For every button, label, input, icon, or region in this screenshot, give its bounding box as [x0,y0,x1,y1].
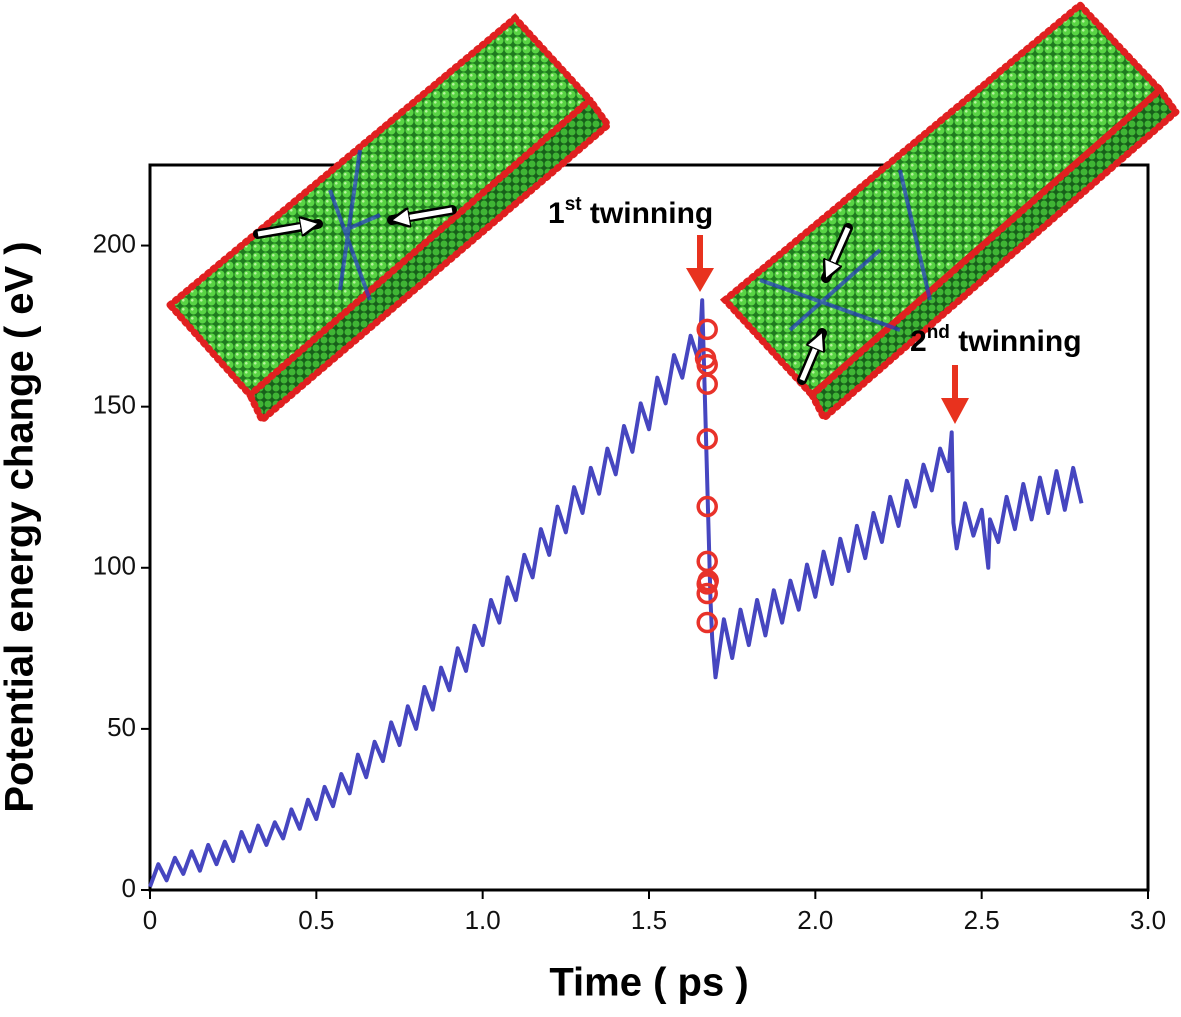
annotation-text: 1 [548,197,565,230]
x-axis-label: Time ( ps ) [549,961,748,1005]
pointer-arrow-head [941,398,969,424]
y-axis-label: Potential energy change ( eV ) [0,241,42,812]
y-tick-label: 150 [93,390,136,420]
annotation-text: 2 [910,325,927,358]
annotation: 2nd twinning [910,322,1082,358]
arrow [799,340,819,381]
data-marker [696,318,718,341]
twin-boundary [328,149,381,301]
x-tick-label: 0.5 [298,905,334,935]
y-tick-label: 200 [93,228,136,258]
y-tick-label: 50 [107,712,136,742]
data-marker [696,373,718,395]
y-tick-label: 0 [122,873,136,903]
x-tick-label: 2.0 [797,905,833,935]
crystal-side [807,84,1181,424]
data-marker [696,573,718,595]
y-tick-label: 100 [93,551,136,581]
inset-left [164,13,613,426]
x-tick-label: 1.5 [631,905,667,935]
inset-right [719,0,1181,424]
data-marker [696,428,718,450]
data-marker [696,582,718,605]
annotation: 1st twinning [548,194,713,230]
pointer-arrow-head [686,268,714,292]
x-tick-label: 0 [143,905,157,935]
data-marker [696,495,718,518]
annotation-text: twinning [582,197,714,230]
arrow [257,225,310,234]
crystal-face [164,13,596,400]
x-tick-label: 1.0 [465,905,501,935]
crystal-side [245,94,613,426]
arrow [829,226,851,271]
annotation-sup: st [565,194,583,215]
data-marker [696,550,718,573]
plot-area: 0 0.5 1.0 1.5 2.0 2.5 3.0 0 50 100 150 200 [93,163,1166,935]
data-marker [696,611,718,634]
annotations: 1st twinning 2nd twinning [548,194,1082,424]
x-tick-label: 2.5 [964,905,1000,935]
annotation-sup: nd [927,322,950,343]
twin-boundary [759,169,932,332]
data-line [148,298,1084,888]
arrow [400,210,453,219]
x-tick-label: 3.0 [1130,905,1166,935]
annotation-text: twinning [950,325,1082,358]
